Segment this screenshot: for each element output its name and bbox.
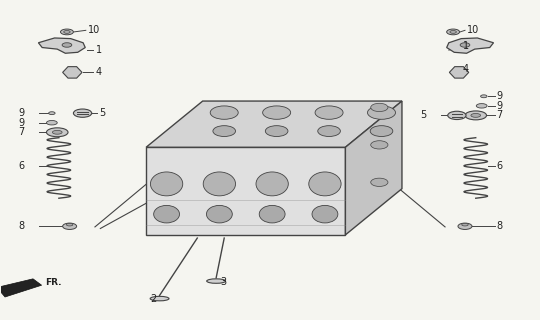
Polygon shape: [146, 101, 402, 147]
Text: 10: 10: [88, 25, 100, 35]
Ellipse shape: [60, 29, 73, 35]
Text: 10: 10: [467, 25, 480, 35]
Text: 9: 9: [496, 91, 502, 101]
Polygon shape: [449, 67, 469, 78]
Ellipse shape: [207, 279, 226, 283]
Ellipse shape: [309, 172, 341, 196]
Ellipse shape: [370, 126, 393, 137]
Text: 6: 6: [496, 161, 502, 172]
Text: 4: 4: [96, 68, 102, 77]
Ellipse shape: [458, 223, 472, 229]
Ellipse shape: [462, 223, 468, 226]
Ellipse shape: [312, 205, 338, 223]
Ellipse shape: [448, 111, 466, 120]
Ellipse shape: [154, 205, 179, 223]
Polygon shape: [447, 38, 494, 53]
Ellipse shape: [151, 172, 183, 196]
Text: 5: 5: [420, 110, 426, 120]
Polygon shape: [346, 101, 402, 235]
Ellipse shape: [465, 111, 487, 120]
Text: 9: 9: [19, 118, 25, 128]
Ellipse shape: [447, 29, 460, 35]
Polygon shape: [146, 147, 346, 235]
Ellipse shape: [46, 121, 57, 125]
Polygon shape: [0, 279, 42, 297]
Ellipse shape: [203, 172, 235, 196]
Text: 1: 1: [96, 45, 102, 55]
Text: 6: 6: [19, 161, 25, 172]
Ellipse shape: [371, 141, 388, 149]
Ellipse shape: [318, 126, 340, 137]
Text: FR.: FR.: [45, 278, 62, 287]
Text: 3: 3: [220, 277, 227, 287]
Text: 1: 1: [463, 41, 469, 51]
Ellipse shape: [265, 126, 288, 137]
Text: 7: 7: [19, 127, 25, 137]
Ellipse shape: [150, 296, 169, 301]
Text: 8: 8: [19, 221, 25, 231]
Ellipse shape: [460, 43, 470, 47]
Ellipse shape: [64, 30, 70, 33]
Ellipse shape: [315, 106, 343, 119]
Ellipse shape: [210, 106, 238, 119]
Ellipse shape: [481, 95, 487, 98]
Ellipse shape: [259, 205, 285, 223]
Text: 4: 4: [463, 64, 469, 74]
Text: 7: 7: [496, 110, 502, 120]
Text: 9: 9: [19, 108, 25, 118]
Text: 2: 2: [151, 293, 157, 304]
Ellipse shape: [213, 126, 235, 137]
Polygon shape: [38, 38, 85, 53]
Ellipse shape: [371, 178, 388, 187]
Ellipse shape: [63, 223, 77, 229]
Ellipse shape: [73, 109, 92, 117]
Ellipse shape: [371, 103, 388, 112]
Polygon shape: [63, 67, 82, 78]
Text: 9: 9: [496, 101, 502, 111]
Text: 8: 8: [496, 221, 502, 231]
Ellipse shape: [471, 114, 481, 117]
Text: 5: 5: [99, 108, 105, 118]
Ellipse shape: [46, 128, 68, 137]
Ellipse shape: [49, 112, 55, 115]
Ellipse shape: [256, 172, 288, 196]
Ellipse shape: [450, 30, 456, 33]
Ellipse shape: [66, 223, 73, 226]
Ellipse shape: [52, 130, 62, 134]
Ellipse shape: [476, 104, 487, 108]
Ellipse shape: [262, 106, 291, 119]
Ellipse shape: [368, 106, 395, 119]
Ellipse shape: [62, 43, 72, 47]
Ellipse shape: [206, 205, 232, 223]
